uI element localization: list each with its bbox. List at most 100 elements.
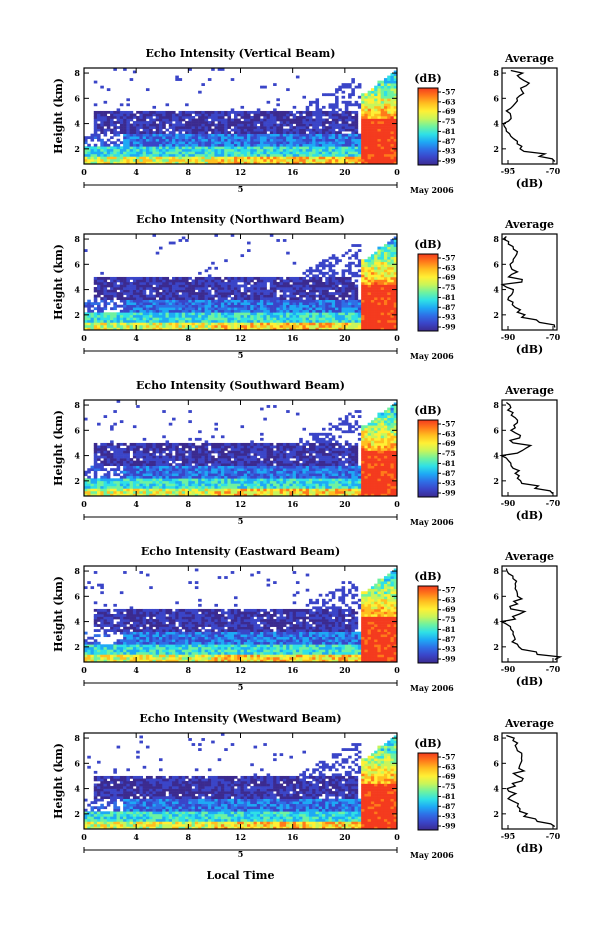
heatmap-cells	[84, 234, 398, 331]
colorbar-tick-label: -93	[442, 479, 456, 488]
colorbar-tick-label: -69	[442, 605, 456, 614]
colorbar-tick-label: -69	[442, 772, 456, 781]
avg-y-tick-label: 4	[493, 285, 499, 295]
avg-x-tick-label: -70	[546, 664, 561, 674]
y-tick-label: 4	[74, 451, 80, 461]
colorbar-tick-label: -75	[442, 117, 456, 126]
average-profile-line	[499, 401, 554, 494]
average-profile-line	[506, 734, 556, 828]
x-tick-label: 8	[186, 167, 192, 177]
x-tick-label: 20	[339, 167, 351, 177]
colorbar-tick-label: -99	[442, 822, 456, 831]
avg-y-tick-label: 2	[493, 310, 499, 320]
average-xlabel: (dB)	[516, 842, 543, 855]
date-label: May 2006	[410, 351, 454, 361]
day-label: 5	[238, 350, 244, 360]
y-axis-label: Height (km)	[52, 78, 65, 154]
x-tick-label: 0	[394, 832, 400, 842]
y-tick-label: 6	[74, 259, 80, 269]
avg-y-tick-label: 8	[493, 400, 499, 410]
x-tick-label: 16	[287, 832, 299, 842]
average-title: Average	[504, 52, 554, 65]
x-tick-label: 0	[81, 832, 87, 842]
day-label: 5	[238, 682, 244, 692]
average-xlabel: (dB)	[516, 675, 543, 688]
avg-y-tick-label: 2	[493, 642, 499, 652]
avg-y-tick-label: 8	[493, 566, 499, 576]
colorbar-tick-label: -81	[442, 127, 456, 136]
avg-x-tick-label: -70	[546, 831, 561, 841]
x-tick-label: 8	[186, 832, 192, 842]
avg-y-tick-label: 6	[493, 259, 499, 269]
x-tick-label: 0	[81, 665, 87, 675]
average-profile-line	[502, 69, 556, 162]
colorbar-tick-label: -57	[442, 254, 456, 263]
y-tick-label: 6	[74, 425, 80, 435]
y-tick-label: 4	[74, 617, 80, 627]
avg-y-tick-label: 8	[493, 234, 499, 244]
panel-4: Echo Intensity (Westward Beam) 2 4 6 8 Height…	[52, 712, 561, 860]
colorbar-tick-label: -81	[442, 625, 456, 634]
colorbar-tick-label: -57	[442, 420, 456, 429]
panel-title: Echo Intensity (Westward Beam)	[139, 712, 341, 725]
colorbar	[417, 419, 439, 498]
colorbar-tick-label: -63	[442, 429, 456, 438]
y-tick-label: 2	[74, 310, 80, 320]
avg-x-tick-label: -90	[501, 498, 516, 508]
colorbar-tick-label: -63	[442, 97, 456, 106]
colorbar	[417, 87, 439, 166]
colorbar-tick-label: -57	[442, 753, 456, 762]
x-tick-label: 16	[287, 499, 299, 509]
average-xlabel: (dB)	[516, 343, 543, 356]
colorbar-tick-label: -99	[442, 323, 456, 332]
avg-y-tick-label: 4	[493, 119, 499, 129]
average-frame	[501, 732, 558, 830]
panel-title: Echo Intensity (Vertical Beam)	[145, 47, 335, 60]
average-frame	[501, 67, 558, 165]
date-label: May 2006	[410, 850, 454, 860]
avg-x-tick-label: -70	[546, 498, 561, 508]
colorbar-tick-label: -81	[442, 792, 456, 801]
average-title: Average	[504, 218, 554, 231]
colorbar-tick-label: -87	[442, 469, 456, 478]
avg-x-tick-label: -70	[546, 332, 561, 342]
avg-y-tick-label: 6	[493, 93, 499, 103]
x-tick-label: 16	[287, 167, 299, 177]
avg-y-tick-label: 8	[493, 68, 499, 78]
colorbar-tick-label: -99	[442, 157, 456, 166]
colorbar-label: (dB)	[414, 72, 441, 85]
y-tick-label: 8	[74, 566, 80, 576]
x-tick-label: 4	[133, 499, 139, 509]
day-label: 5	[238, 516, 244, 526]
x-tick-label: 0	[394, 167, 400, 177]
x-tick-label: 20	[339, 333, 351, 343]
x-tick-label: 20	[339, 499, 351, 509]
y-tick-label: 4	[74, 285, 80, 295]
colorbar-tick-label: -75	[442, 615, 456, 624]
colorbar-tick-label: -81	[442, 293, 456, 302]
y-tick-label: 2	[74, 642, 80, 652]
avg-y-tick-label: 4	[493, 617, 499, 627]
x-tick-label: 0	[394, 333, 400, 343]
colorbar-label: (dB)	[414, 404, 441, 417]
avg-y-tick-label: 2	[493, 476, 499, 486]
avg-y-tick-label: 4	[493, 451, 499, 461]
avg-x-tick-label: -70	[546, 166, 561, 176]
heatmap-cells	[84, 400, 398, 497]
date-label: May 2006	[410, 185, 454, 195]
colorbar-tick-label: -57	[442, 88, 456, 97]
average-title: Average	[504, 384, 554, 397]
colorbar	[417, 752, 439, 831]
avg-x-tick-label: -95	[501, 831, 515, 841]
x-tick-label: 8	[186, 333, 192, 343]
y-tick-label: 8	[74, 733, 80, 743]
x-tick-label: 0	[81, 167, 87, 177]
colorbar-tick-label: -87	[442, 137, 456, 146]
x-tick-label: 12	[235, 499, 246, 509]
panel-title: Echo Intensity (Eastward Beam)	[141, 545, 340, 558]
colorbar-tick-label: -69	[442, 107, 456, 116]
x-tick-label: 4	[133, 832, 139, 842]
panel-2: Echo Intensity (Southward Beam) 2 4 6 8 Heigh…	[52, 379, 561, 527]
y-tick-label: 6	[74, 591, 80, 601]
